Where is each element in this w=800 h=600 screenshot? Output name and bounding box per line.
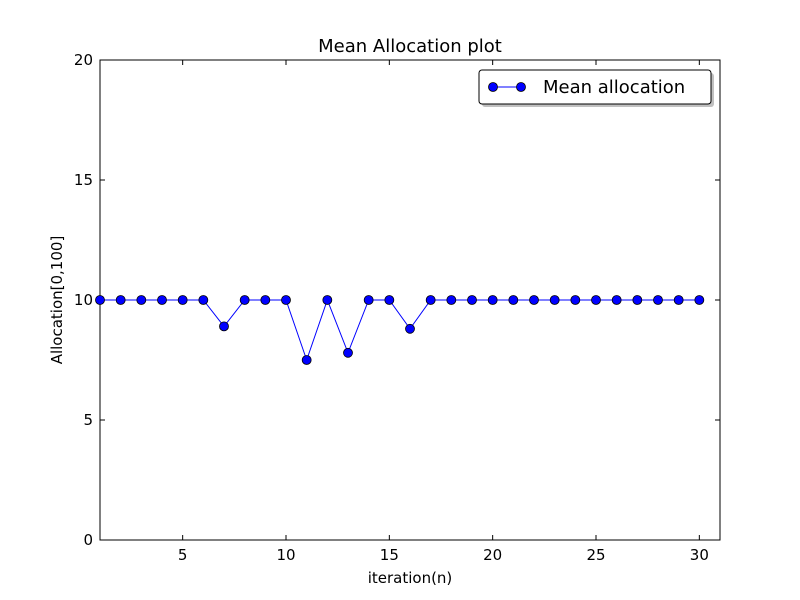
y-axis-label: Allocation[0,100] [48, 236, 66, 365]
data-point [591, 295, 601, 305]
data-point [384, 295, 395, 305]
y-tick-label: 5 [83, 411, 93, 429]
data-point [219, 321, 229, 332]
data-point [260, 295, 271, 305]
data-point [549, 295, 560, 305]
y-tick-label: 20 [74, 51, 93, 69]
data-point [446, 295, 457, 305]
data-point [570, 295, 581, 305]
data-point [508, 295, 519, 305]
data-point [467, 295, 477, 305]
y-tick-label: 0 [83, 531, 93, 549]
data-point [115, 295, 126, 305]
data-point [425, 295, 436, 305]
x-axis-label: iteration(n) [368, 569, 453, 587]
data-point [177, 295, 188, 305]
data-point [653, 295, 663, 305]
chart-title: Mean Allocation plot [318, 36, 502, 57]
data-point [95, 295, 105, 305]
legend-box [478, 69, 712, 105]
data-point [322, 295, 333, 305]
data-point [136, 295, 147, 305]
legend-marker-sample [516, 82, 526, 92]
x-tick-label: 20 [483, 546, 502, 564]
y-tick-label: 10 [74, 291, 93, 309]
data-point [611, 295, 622, 305]
data-point [694, 295, 705, 305]
series-layer [95, 295, 705, 365]
data-point [157, 295, 167, 305]
data-point [632, 295, 643, 305]
x-tick-label: 15 [380, 546, 399, 564]
data-point [239, 295, 250, 305]
legend-marker-sample [488, 82, 498, 92]
data-point [405, 323, 415, 334]
data-point [487, 295, 498, 305]
x-tick-label: 10 [276, 546, 295, 564]
data-point [529, 295, 539, 305]
data-point [343, 347, 353, 358]
legend-entry-mean-allocation: Mean allocation [543, 77, 685, 98]
data-point [301, 355, 312, 365]
axis-ticks: 5 10 15 20 25 30 0 5 10 15 20 [74, 51, 720, 564]
legend: Mean allocation [478, 69, 714, 107]
x-tick-label: 25 [586, 546, 605, 564]
data-point [363, 295, 374, 305]
y-tick-label: 15 [74, 171, 93, 189]
data-point [198, 295, 209, 305]
data-point [281, 295, 291, 305]
x-tick-label: 5 [178, 546, 188, 564]
data-point [673, 295, 684, 305]
x-tick-label: 30 [690, 546, 709, 564]
